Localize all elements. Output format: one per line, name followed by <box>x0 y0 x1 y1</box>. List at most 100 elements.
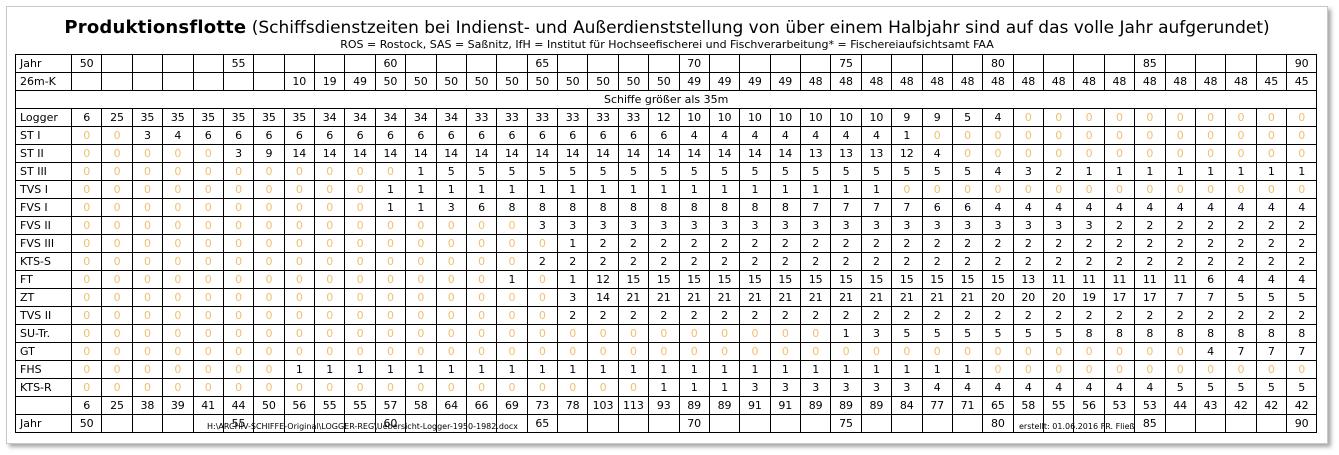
table-cell: 2 <box>739 234 771 253</box>
table-cell: 1 <box>860 180 893 199</box>
table-cell: 1 <box>678 360 710 379</box>
table-cell: 1 <box>799 360 832 379</box>
table-cell: 8 <box>739 198 771 217</box>
table-cell: 10 <box>678 108 710 127</box>
table-cell: 0 <box>70 198 103 217</box>
table-cell: 1 <box>891 126 923 145</box>
table-cell: 33 <box>556 108 589 127</box>
table-cell: 2 <box>1285 306 1318 325</box>
table-cell: 3 <box>921 216 953 235</box>
table-cell <box>101 72 133 91</box>
table-cell <box>131 414 164 433</box>
table-cell: 1 <box>344 360 376 379</box>
table-cell: 56 <box>283 396 316 415</box>
table-cell: 14 <box>435 144 467 163</box>
table-cell: 0 <box>465 324 498 343</box>
table-cell: 2 <box>1225 306 1257 325</box>
table-cell: 0 <box>1042 360 1075 379</box>
table-cell: 6 <box>556 126 589 145</box>
table-cell: 5 <box>1255 378 1288 397</box>
table-cell: 5 <box>526 162 559 181</box>
table-cell: 0 <box>313 198 346 217</box>
table-cell: 3 <box>1042 216 1075 235</box>
table-cell: 0 <box>1042 126 1075 145</box>
table-cell: 8 <box>1073 324 1105 343</box>
table-cell: 48 <box>982 72 1014 91</box>
table-cell: 43 <box>1194 396 1227 415</box>
table-cell: 42 <box>1285 396 1318 415</box>
table-cell: 0 <box>465 288 498 307</box>
table-cell: 3 <box>1012 162 1045 181</box>
table-cell: 21 <box>951 288 984 307</box>
table-cell: 0 <box>1255 108 1288 127</box>
table-cell: 4 <box>921 378 953 397</box>
table-cell: 50 <box>465 72 498 91</box>
table-cell: 0 <box>1164 126 1196 145</box>
table-cell: 1 <box>405 180 437 199</box>
table-cell: 50 <box>435 72 467 91</box>
table-cell: 2 <box>1255 306 1288 325</box>
table-cell: 0 <box>253 288 285 307</box>
table-cell: 91 <box>739 396 771 415</box>
table-cell: 4 <box>860 126 893 145</box>
table-cell: 0 <box>1255 144 1288 163</box>
table-cell: 2 <box>587 306 619 325</box>
table-cell: 3 <box>556 288 589 307</box>
table-cell: 0 <box>374 162 407 181</box>
table-cell: 21 <box>678 288 710 307</box>
table-cell: 1 <box>496 270 528 289</box>
table-cell: 5 <box>465 162 498 181</box>
table-cell: 6 <box>192 126 224 145</box>
table-cell: 44 <box>222 396 255 415</box>
table-cell: 2 <box>1194 252 1227 271</box>
table-cell: 2 <box>1164 306 1196 325</box>
table-cell <box>1194 414 1227 433</box>
table-cell: 35 <box>131 108 164 127</box>
table-cell: 4 <box>1073 378 1105 397</box>
table-cell: 5 <box>678 162 710 181</box>
table-cell: 1 <box>830 180 862 199</box>
table-cell: 0 <box>222 180 255 199</box>
table-cell: 84 <box>891 396 923 415</box>
table-cell: 0 <box>192 198 224 217</box>
table-cell: 0 <box>1164 144 1196 163</box>
table-cell: 55 <box>222 54 255 73</box>
table-cell <box>101 414 133 433</box>
table-cell <box>1012 54 1045 73</box>
table-cell: 0 <box>192 144 224 163</box>
table-cell <box>162 414 194 433</box>
table-cell: 38 <box>131 396 164 415</box>
table-cell: 2 <box>1012 252 1045 271</box>
table-cell: 7 <box>1194 288 1227 307</box>
table-cell: 0 <box>496 306 528 325</box>
table-cell: 10 <box>799 108 832 127</box>
table-cell: 1 <box>648 360 680 379</box>
table-cell: 39 <box>162 396 194 415</box>
table-cell: 6 <box>526 126 559 145</box>
table-cell: 0 <box>799 342 832 361</box>
table-cell: 0 <box>1194 144 1227 163</box>
table-cell <box>769 414 802 433</box>
table-cell: 7 <box>1225 342 1257 361</box>
table-cell: 4 <box>830 126 862 145</box>
table-cell: 14 <box>526 144 559 163</box>
table-cell: 2 <box>1164 216 1196 235</box>
table-cell: 1 <box>1103 162 1136 181</box>
table-cell: 2 <box>617 234 650 253</box>
table-cell: 0 <box>253 162 285 181</box>
table-cell: 2 <box>678 234 710 253</box>
table-row: ST II 0 0 0 0 0 3 9 14 14 14 14 14 14 14 14 14 14 14 14 14 14… <box>15 144 1318 163</box>
table-cell: 0 <box>344 306 376 325</box>
table-cell: 0 <box>1225 108 1257 127</box>
table-cell: 4 <box>1073 198 1105 217</box>
table-cell: 1 <box>1225 162 1257 181</box>
table-cell: 0 <box>1103 126 1136 145</box>
table-cell: 0 <box>739 324 771 343</box>
table-cell: 10 <box>739 108 771 127</box>
table-cell: 4 <box>1103 378 1136 397</box>
table-cell: 0 <box>1103 144 1136 163</box>
table-cell: 5 <box>982 324 1014 343</box>
table-cell: 0 <box>648 342 680 361</box>
table-cell <box>1255 414 1288 433</box>
table-cell: 0 <box>982 360 1014 379</box>
